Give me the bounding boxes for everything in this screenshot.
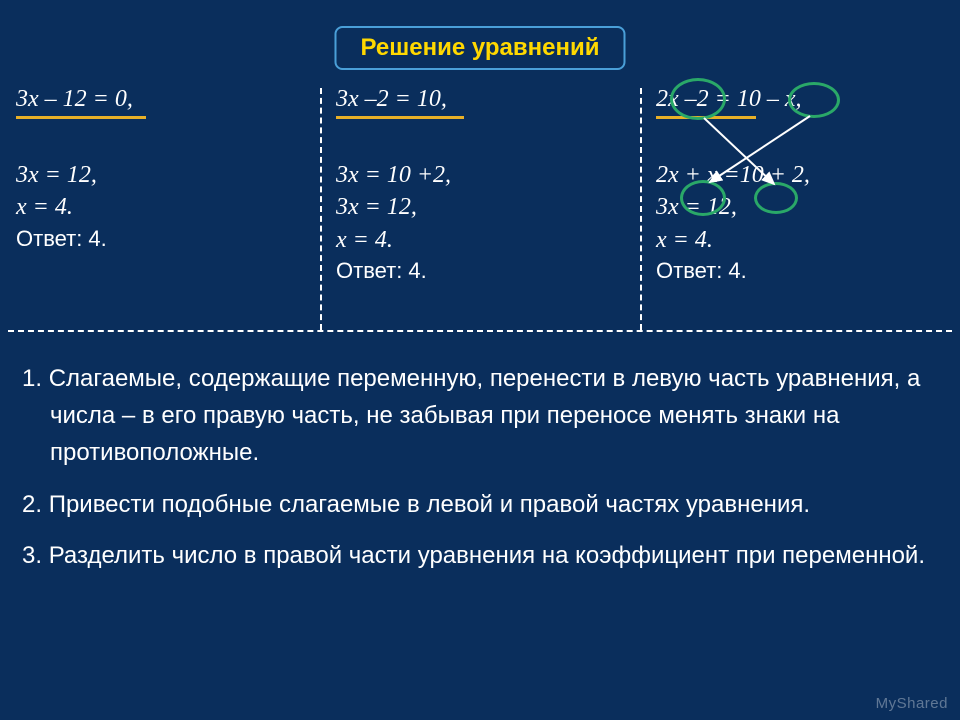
rule-item-2: 2. Привести подобные слагаемые в левой и… bbox=[22, 486, 930, 523]
equation-underline bbox=[16, 116, 146, 119]
main-equation: 3x –2 = 10, bbox=[336, 86, 447, 113]
rule-text: Привести подобные слагаемые в левой и пр… bbox=[49, 491, 810, 518]
answer-line: Ответ: 4. bbox=[336, 256, 624, 286]
equation-column-2: 3x –2 = 10, 3x = 10 +2,3x = 12,x = 4.Отве… bbox=[320, 86, 640, 332]
step-line: 3x = 12, bbox=[336, 191, 624, 223]
equation-underline bbox=[336, 116, 464, 119]
rule-number: 1. bbox=[22, 365, 49, 392]
main-equation: 3x – 12 = 0, bbox=[16, 86, 133, 113]
step-line: x = 4. bbox=[16, 191, 304, 223]
step-line: 3x = 10 +2, bbox=[336, 159, 624, 191]
slide-title: Решение уравнений bbox=[334, 26, 625, 70]
solution-steps: 3x = 12,x = 4.Ответ: 4. bbox=[16, 159, 304, 253]
rule-text: Слагаемые, содержащие переменную, перене… bbox=[49, 365, 921, 466]
transfer-arrows bbox=[640, 86, 960, 326]
rule-item-1: 1. Слагаемые, содержащие переменную, пер… bbox=[22, 360, 930, 472]
equations-row: 3x – 12 = 0,3x = 12,x = 4.Ответ: 4.3x –2… bbox=[0, 86, 960, 332]
rules-list: 1. Слагаемые, содержащие переменную, пер… bbox=[22, 360, 930, 588]
rule-item-3: 3. Разделить число в правой части уравне… bbox=[22, 537, 930, 574]
step-line: x = 4. bbox=[336, 224, 624, 256]
watermark: MyShared bbox=[876, 695, 948, 712]
rule-number: 3. bbox=[22, 542, 49, 569]
rule-text: Разделить число в правой части уравнения… bbox=[49, 542, 925, 569]
answer-line: Ответ: 4. bbox=[16, 224, 304, 254]
solution-steps: 3x = 10 +2,3x = 12,x = 4.Ответ: 4. bbox=[336, 159, 624, 286]
rule-number: 2. bbox=[22, 491, 49, 518]
step-line: 3x = 12, bbox=[16, 159, 304, 191]
equation-column-1: 3x – 12 = 0, 3x = 12,x = 4.Ответ: 4. bbox=[0, 86, 320, 332]
equation-column-3: 2x –2 = 10 – x,2x + x =10 + 2,3x = 12,x … bbox=[640, 86, 960, 332]
